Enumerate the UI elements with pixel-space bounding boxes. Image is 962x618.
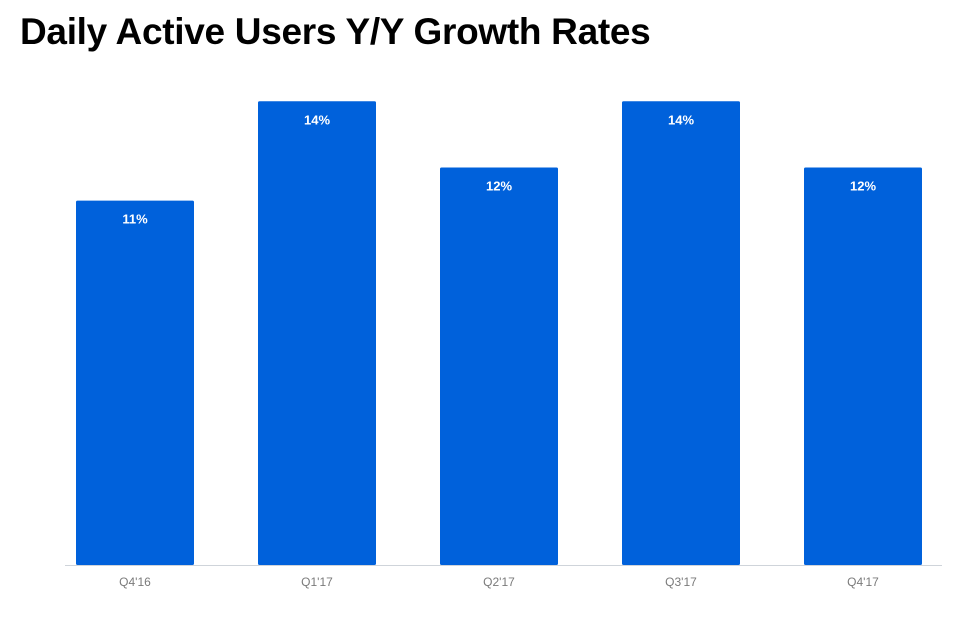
- x-tick-label: Q4'16: [119, 575, 151, 589]
- bar-value-label: 14%: [304, 112, 330, 127]
- bar-value-label: 11%: [122, 212, 148, 227]
- data-labels: 11% 14% 12% 14% 12%: [122, 112, 876, 226]
- chart-title: Daily Active Users Y/Y Growth Rates: [20, 11, 651, 52]
- bar-q117: [258, 101, 376, 565]
- bar-q317: [622, 101, 740, 565]
- bar-value-label: 14%: [668, 112, 694, 127]
- x-tick-label: Q2'17: [483, 575, 515, 589]
- bar-q417: [804, 167, 922, 565]
- x-tick-labels: Q4'16 Q1'17 Q2'17 Q3'17 Q4'17: [119, 575, 879, 589]
- x-tick-label: Q1'17: [301, 575, 333, 589]
- x-tick-label: Q4'17: [847, 575, 879, 589]
- bar-value-label: 12%: [486, 179, 512, 194]
- bar-value-label: 12%: [850, 179, 876, 194]
- bars-group: [76, 101, 922, 565]
- bar-q217: [440, 167, 558, 565]
- bar-q416: [76, 200, 194, 565]
- x-tick-label: Q3'17: [665, 575, 697, 589]
